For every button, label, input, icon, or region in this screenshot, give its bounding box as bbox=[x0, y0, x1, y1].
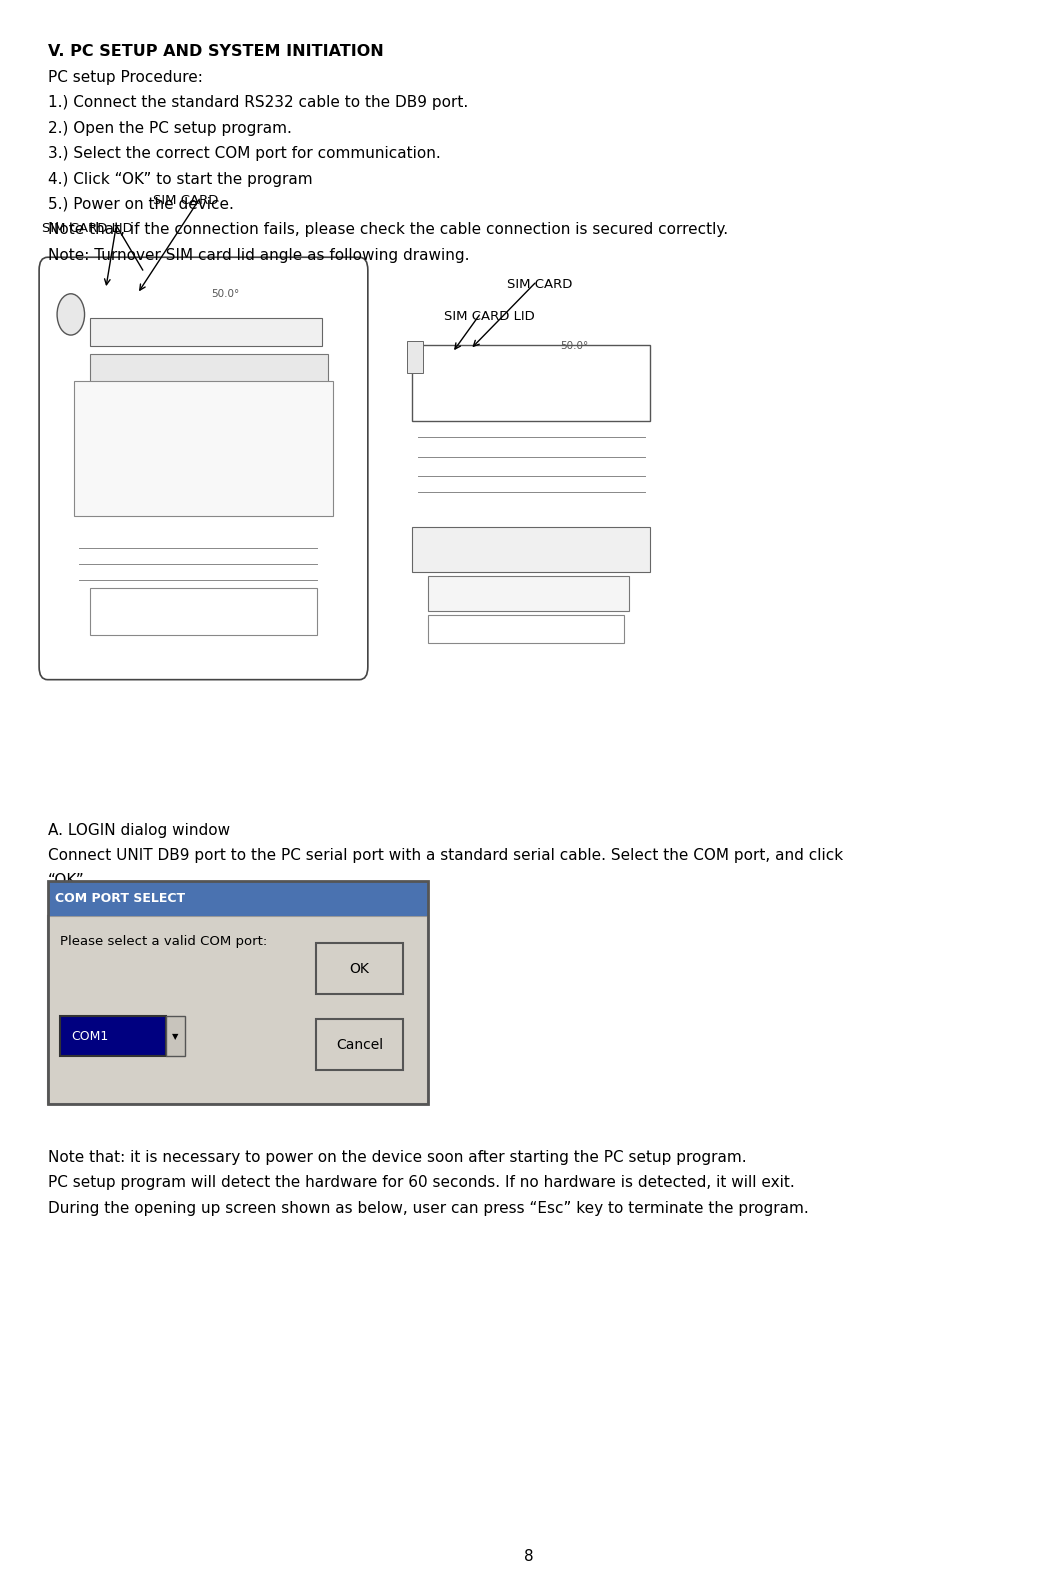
Text: Note that, if the connection fails, please check the cable connection is secured: Note that, if the connection fails, plea… bbox=[48, 222, 727, 237]
Text: SIM CARD LID: SIM CARD LID bbox=[42, 222, 133, 235]
Bar bbox=[48, 881, 428, 916]
Bar bbox=[74, 381, 333, 516]
Bar bbox=[48, 881, 428, 1104]
Text: Cancel: Cancel bbox=[336, 1039, 383, 1051]
FancyBboxPatch shape bbox=[316, 943, 403, 994]
Bar bbox=[428, 615, 624, 643]
Text: “OK”.: “OK”. bbox=[48, 873, 89, 888]
FancyBboxPatch shape bbox=[39, 257, 368, 680]
Text: OK: OK bbox=[350, 962, 369, 975]
Text: 50.0°: 50.0° bbox=[560, 341, 589, 351]
Text: Please select a valid COM port:: Please select a valid COM port: bbox=[60, 935, 267, 948]
Text: 2.) Open the PC setup program.: 2.) Open the PC setup program. bbox=[48, 121, 292, 135]
Text: V. PC SETUP AND SYSTEM INITIATION: V. PC SETUP AND SYSTEM INITIATION bbox=[48, 44, 384, 59]
Text: SIM CARD: SIM CARD bbox=[153, 194, 219, 206]
Bar bbox=[412, 345, 650, 421]
Text: COM PORT SELECT: COM PORT SELECT bbox=[55, 892, 185, 905]
Text: 1.) Connect the standard RS232 cable to the DB9 port.: 1.) Connect the standard RS232 cable to … bbox=[48, 95, 468, 110]
Bar bbox=[412, 527, 650, 572]
Text: Connect UNIT DB9 port to the PC serial port with a standard serial cable. Select: Connect UNIT DB9 port to the PC serial p… bbox=[48, 848, 842, 862]
Text: SIM CARD: SIM CARD bbox=[507, 278, 573, 291]
Bar bbox=[166, 1016, 185, 1056]
Text: PC setup Procedure:: PC setup Procedure: bbox=[48, 70, 203, 84]
Circle shape bbox=[57, 294, 85, 335]
FancyBboxPatch shape bbox=[316, 1019, 403, 1070]
Text: During the opening up screen shown as below, user can press “Esc” key to termina: During the opening up screen shown as be… bbox=[48, 1201, 809, 1215]
Text: 5.) Power on the device.: 5.) Power on the device. bbox=[48, 197, 234, 211]
Text: ▼: ▼ bbox=[172, 1032, 179, 1040]
Bar bbox=[48, 916, 428, 1104]
Text: Note that: it is necessary to power on the device soon after starting the PC set: Note that: it is necessary to power on t… bbox=[48, 1150, 746, 1164]
Text: 4.) Click “OK” to start the program: 4.) Click “OK” to start the program bbox=[48, 172, 312, 186]
Text: SIM CARD LID: SIM CARD LID bbox=[444, 310, 535, 322]
Text: 50.0°: 50.0° bbox=[211, 289, 240, 299]
Text: COM1: COM1 bbox=[71, 1029, 108, 1043]
Bar bbox=[90, 588, 317, 635]
Bar bbox=[407, 341, 423, 373]
Bar bbox=[60, 1016, 166, 1056]
Bar bbox=[90, 354, 328, 389]
Text: Note: Turnover SIM card lid angle as following drawing.: Note: Turnover SIM card lid angle as fol… bbox=[48, 248, 469, 262]
Text: PC setup program will detect the hardware for 60 seconds. If no hardware is dete: PC setup program will detect the hardwar… bbox=[48, 1175, 794, 1189]
Text: A. LOGIN dialog window: A. LOGIN dialog window bbox=[48, 823, 229, 837]
Bar bbox=[428, 576, 629, 611]
Text: 3.) Select the correct COM port for communication.: 3.) Select the correct COM port for comm… bbox=[48, 146, 441, 160]
Bar bbox=[90, 318, 322, 346]
Text: 8: 8 bbox=[523, 1550, 534, 1564]
